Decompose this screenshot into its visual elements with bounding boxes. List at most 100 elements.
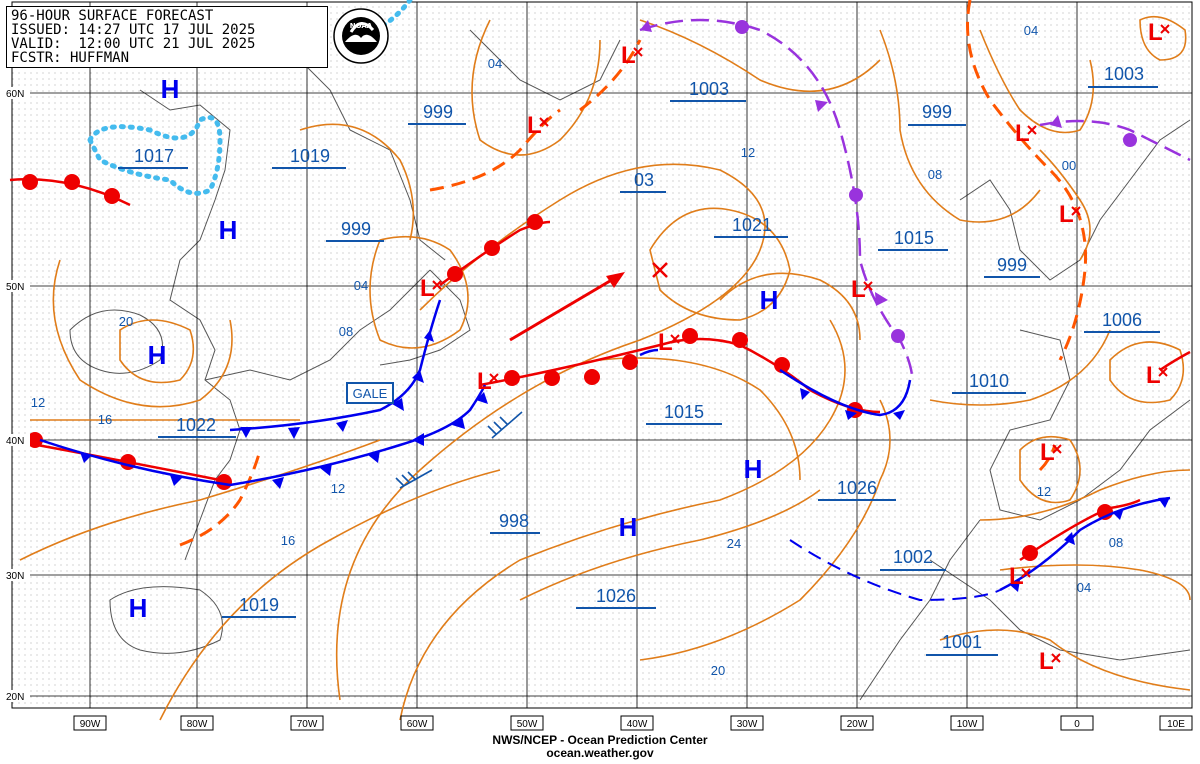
pressure-value: 1019	[239, 595, 279, 615]
lon-label: 10W	[957, 719, 978, 730]
isobar-value: 12	[741, 145, 755, 160]
pressure-label-underlines	[118, 86, 1160, 656]
noaa-wordmark: NOAA	[350, 22, 373, 30]
lat-label: 50N	[6, 282, 24, 293]
dashed-front	[789, 539, 1001, 602]
high-pressure-symbol: H	[744, 454, 763, 484]
low-center-marks	[432, 24, 1170, 663]
high-pressure-symbol: H	[219, 215, 238, 245]
forecast-position-x	[652, 262, 668, 278]
pressure-value: 1019	[290, 146, 330, 166]
isobar-value: 20	[119, 314, 133, 329]
credit-line: NWS/NCEP - Ocean Prediction Center	[492, 733, 708, 747]
credit-url: ocean.weather.gov	[546, 746, 654, 760]
high-pressure-symbol: H	[760, 285, 779, 315]
lon-label: 10E	[1167, 719, 1185, 730]
high-pressure-symbol: H	[148, 340, 167, 370]
gale-warning: GALE	[346, 382, 394, 404]
isobar-value: 12	[1037, 484, 1051, 499]
isobar-value: 16	[98, 412, 112, 427]
isobar-value: 20	[711, 663, 725, 678]
isobar-value: 04	[1077, 580, 1091, 595]
fog-area	[87, 115, 223, 196]
pressure-value: 1022	[176, 415, 216, 435]
lat-lon-grid	[12, 2, 1192, 708]
forecaster: FCSTR: HUFFMAN	[11, 50, 130, 66]
low-pressure-symbol: L	[1059, 201, 1074, 228]
isobar-value: 08	[1109, 535, 1123, 550]
coastlines	[69, 29, 1191, 701]
pressure-value: 1026	[596, 586, 636, 606]
high-pressure-centers: H H H H H H H	[129, 74, 779, 623]
pressure-value: 1003	[1104, 64, 1144, 84]
lat-label: 40N	[6, 436, 24, 447]
storm-track-arrow	[509, 272, 625, 342]
issued-time: ISSUED: 14:27 UTC 17 JUL 2025	[11, 22, 256, 38]
lat-label: 30N	[6, 571, 24, 582]
isobar-value: 04	[488, 56, 502, 71]
lon-label: 20W	[847, 719, 868, 730]
low-pressure-symbol: L	[1009, 563, 1024, 590]
isobar-values: 04 04 08 20 12 16 12 16 12 08 00 04 12 0…	[31, 23, 1123, 678]
pressure-value: 1015	[894, 228, 934, 248]
occluded-front-symbols	[640, 20, 1137, 343]
isobar-value: 24	[727, 536, 741, 551]
lon-label: 70W	[297, 719, 318, 730]
wind-barbs	[395, 411, 523, 489]
pressure-value: 1015	[664, 402, 704, 422]
lon-label: 80W	[187, 719, 208, 730]
low-pressure-symbol: L	[1146, 362, 1161, 389]
low-pressure-symbol: L	[527, 112, 542, 139]
low-pressure-symbol: L	[658, 329, 673, 356]
lon-label: 40W	[627, 719, 648, 730]
gale-label: GALE	[353, 386, 388, 401]
isobar-value: 08	[339, 324, 353, 339]
pressure-value: 1003	[689, 79, 729, 99]
lat-label: 60N	[6, 89, 24, 100]
forecast-header: 96-HOUR SURFACE FORECAST ISSUED: 14:27 U…	[6, 6, 328, 68]
isobar-value: 04	[354, 278, 368, 293]
low-pressure-symbol: L	[1039, 648, 1054, 675]
high-pressure-symbol: H	[129, 593, 148, 623]
lon-label: 90W	[80, 719, 101, 730]
low-pressure-symbol: L	[420, 275, 435, 302]
cold-front-symbols	[80, 330, 1170, 592]
valid-time: VALID: 12:00 UTC 21 JUL 2025	[11, 36, 256, 52]
low-pressure-symbol: L	[1015, 120, 1030, 147]
isobar-value: 04	[1024, 23, 1038, 38]
high-pressure-symbol: H	[619, 512, 638, 542]
lat-label: 20N	[6, 692, 24, 703]
product-title: 96-HOUR SURFACE FORECAST	[11, 8, 214, 24]
isobar-value: 08	[928, 167, 942, 182]
pressure-value: 1010	[969, 371, 1009, 391]
noaa-logo-icon: NOAA	[333, 8, 389, 64]
lon-label: 50W	[517, 719, 538, 730]
pressure-value: 1021	[732, 215, 772, 235]
low-pressure-symbol: L	[1148, 19, 1163, 46]
high-pressure-symbol: H	[161, 74, 180, 104]
low-pressure-symbol: L	[621, 42, 636, 69]
lon-label: 0	[1074, 719, 1080, 730]
pressure-value: 1001	[942, 632, 982, 652]
low-pressure-centers: L L L L L L L L L L L L L	[420, 19, 1163, 675]
warm-front-symbols	[22, 174, 1113, 561]
lon-label: 60W	[407, 719, 428, 730]
pressure-value: 999	[341, 219, 371, 239]
pressure-value: 1002	[893, 547, 933, 567]
isobar-value: 12	[31, 395, 45, 410]
isobar-value: 12	[331, 481, 345, 496]
pressure-value: 03	[634, 170, 654, 190]
low-pressure-symbol: L	[477, 368, 492, 395]
pressure-value: 1006	[1102, 310, 1142, 330]
pressure-values: 1017 1019 999 999 03 1003 1021 1015 999 …	[134, 64, 1144, 652]
lon-label: 30W	[737, 719, 758, 730]
pressure-value: 998	[499, 511, 529, 531]
low-pressure-symbol: L	[1040, 439, 1055, 466]
pressure-value: 999	[922, 102, 952, 122]
pressure-value: 999	[423, 102, 453, 122]
pressure-value: 1017	[134, 146, 174, 166]
isobar-value: 00	[1062, 158, 1076, 173]
isobar-value: 16	[281, 533, 295, 548]
grid-labels: 90W 80W 70W 60W 50W 40W 30W 20W 10W 0 10…	[2, 87, 1193, 731]
